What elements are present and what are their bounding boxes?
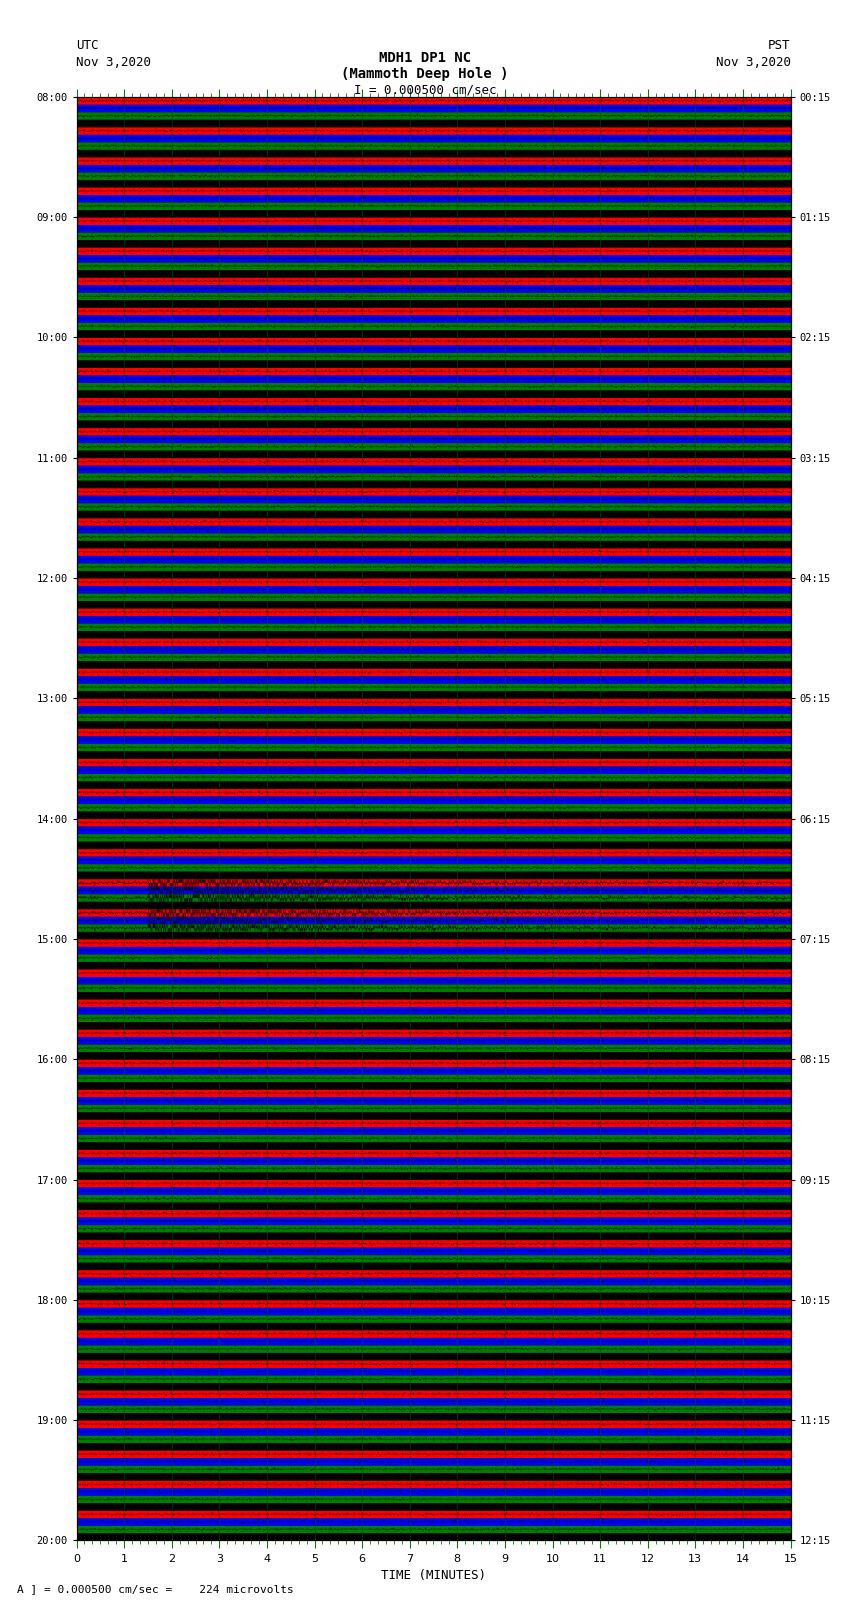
Text: UTC: UTC	[76, 39, 99, 52]
Text: MDH1 DP1 NC: MDH1 DP1 NC	[379, 50, 471, 65]
X-axis label: TIME (MINUTES): TIME (MINUTES)	[381, 1569, 486, 1582]
Text: I = 0.000500 cm/sec: I = 0.000500 cm/sec	[354, 84, 496, 97]
Text: (Mammoth Deep Hole ): (Mammoth Deep Hole )	[341, 66, 509, 81]
Text: Nov 3,2020: Nov 3,2020	[716, 56, 790, 69]
Text: A ] = 0.000500 cm/sec =    224 microvolts: A ] = 0.000500 cm/sec = 224 microvolts	[17, 1584, 294, 1594]
Text: Nov 3,2020: Nov 3,2020	[76, 56, 151, 69]
Text: PST: PST	[768, 39, 790, 52]
